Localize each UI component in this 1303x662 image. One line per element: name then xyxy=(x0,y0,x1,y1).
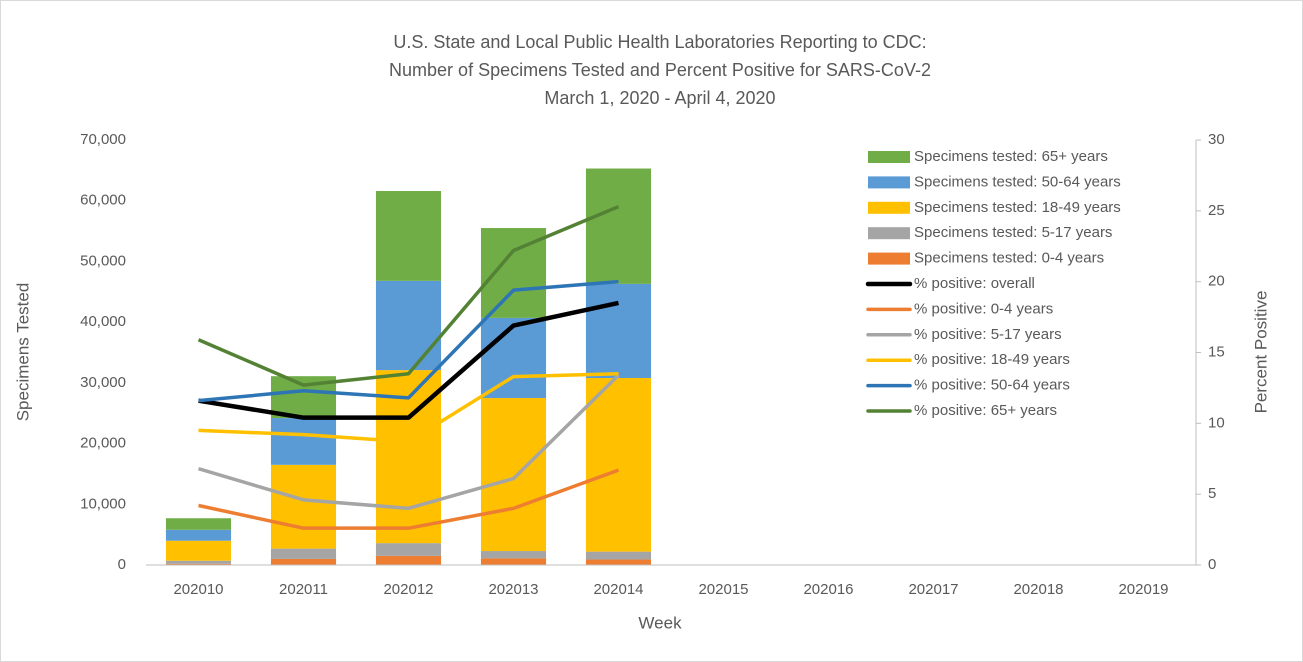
x-tick-label: 202019 xyxy=(1118,581,1168,598)
bar-segment xyxy=(270,558,337,565)
y-tick-label: 40,000 xyxy=(80,313,126,330)
bar-segment xyxy=(270,548,337,559)
legend-swatch xyxy=(868,201,910,214)
line-series xyxy=(198,279,619,403)
y2-tick-label: 5 xyxy=(1208,485,1216,502)
y-tick-label: 0 xyxy=(118,556,126,573)
legend-swatch xyxy=(868,252,910,265)
bar-segment xyxy=(165,560,232,564)
y-tick-label: 20,000 xyxy=(80,435,126,452)
x-tick-label: 202013 xyxy=(488,581,538,598)
line-series xyxy=(197,204,620,387)
bar-segment xyxy=(585,551,652,560)
line-series xyxy=(198,373,620,511)
legend-swatch xyxy=(868,176,910,189)
bar-segment xyxy=(585,559,652,565)
bar-segment xyxy=(585,168,652,284)
x-tick-label: 202010 xyxy=(173,581,223,598)
x-tick-label: 202017 xyxy=(908,581,958,598)
bar-segment xyxy=(585,378,652,552)
legend-label: % positive: 50-64 years xyxy=(914,377,1070,394)
y-axis-title: Specimens Tested xyxy=(13,283,32,422)
y-tick-label: 70,000 xyxy=(80,131,126,148)
x-axis-title: Week xyxy=(638,613,682,632)
bar-segment xyxy=(165,529,232,541)
chart-title: U.S. State and Local Public Health Labor… xyxy=(393,32,926,52)
bar-segment xyxy=(375,280,442,371)
legend-swatch xyxy=(868,227,910,240)
line-series xyxy=(198,468,620,530)
bar-segment xyxy=(270,464,337,549)
y2-tick-label: 30 xyxy=(1208,131,1225,148)
legend-label: Specimens tested: 18-49 years xyxy=(914,199,1121,216)
chart-title: March 1, 2020 - April 4, 2020 xyxy=(544,88,775,108)
y-tick-label: 10,000 xyxy=(80,495,126,512)
x-tick-label: 202011 xyxy=(279,581,328,598)
legend-label: % positive: 0-4 years xyxy=(914,300,1053,317)
bar-segment xyxy=(480,398,547,552)
bar-segment xyxy=(270,418,337,465)
bar-segment xyxy=(165,540,232,561)
x-tick-label: 202018 xyxy=(1013,581,1063,598)
y2-tick-label: 15 xyxy=(1208,343,1225,360)
bar-segment xyxy=(585,283,652,378)
bar-segment xyxy=(165,518,232,530)
y2-tick-label: 10 xyxy=(1208,414,1225,431)
legend-label: % positive: 5-17 years xyxy=(914,326,1062,343)
bar-segment xyxy=(480,551,547,559)
x-tick-label: 202016 xyxy=(803,581,853,598)
y-tick-label: 60,000 xyxy=(80,192,126,209)
bar-segment xyxy=(165,563,232,565)
legend-label: % positive: 18-49 years xyxy=(914,351,1070,368)
legend-swatch xyxy=(868,151,910,163)
y-tick-label: 50,000 xyxy=(80,252,126,269)
legend-label: % positive: overall xyxy=(914,275,1035,292)
y2-axis-title: Percent Positive xyxy=(1251,291,1270,414)
bar-segment xyxy=(375,555,442,565)
x-tick-label: 202015 xyxy=(698,581,748,598)
y2-tick-label: 25 xyxy=(1208,202,1225,219)
line-series xyxy=(198,300,619,420)
bar-segment xyxy=(480,558,547,565)
bar-segment xyxy=(480,317,547,399)
y2-tick-label: 0 xyxy=(1208,556,1216,573)
y2-tick-label: 20 xyxy=(1208,273,1225,290)
bar-segment xyxy=(375,191,442,281)
chart-title: Number of Specimens Tested and Percent P… xyxy=(389,60,931,80)
bar-segment xyxy=(375,543,442,556)
line-series xyxy=(198,372,619,444)
legend-label: Specimens tested: 50-64 years xyxy=(914,173,1121,190)
x-tick-label: 202012 xyxy=(383,581,433,598)
legend-label: Specimens tested: 5-17 years xyxy=(914,224,1112,241)
legend-label: % positive: 65+ years xyxy=(914,402,1057,419)
legend-label: Specimens tested: 0-4 years xyxy=(914,250,1104,267)
legend-label: Specimens tested: 65+ years xyxy=(914,148,1108,165)
x-tick-label: 202014 xyxy=(593,581,643,598)
y-tick-label: 30,000 xyxy=(80,374,126,391)
